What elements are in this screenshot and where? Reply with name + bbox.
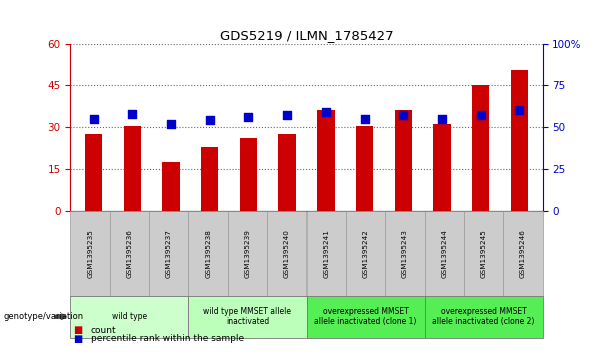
Point [282,113,292,118]
Text: GSM1395245: GSM1395245 [481,229,487,278]
Bar [124,126,141,211]
Text: GSM1395236: GSM1395236 [126,229,132,278]
Point [398,113,408,118]
Title: GDS5219 / ILMN_1785427: GDS5219 / ILMN_1785427 [219,29,394,42]
Text: ■: ■ [74,334,83,344]
Text: GSM1395239: GSM1395239 [245,229,251,278]
Text: GSM1395238: GSM1395238 [205,229,211,278]
Bar [278,134,296,211]
Text: GSM1395244: GSM1395244 [441,229,447,278]
Text: overexpressed MMSET
allele inactivated (clone 2): overexpressed MMSET allele inactivated (… [432,307,535,326]
Bar [356,126,373,211]
Point [321,109,331,115]
Text: GSM1395240: GSM1395240 [284,229,290,278]
Text: GSM1395241: GSM1395241 [323,229,329,278]
Text: GSM1395237: GSM1395237 [166,229,172,278]
Text: overexpressed MMSET
allele inactivated (clone 1): overexpressed MMSET allele inactivated (… [314,307,417,326]
Point [166,121,176,127]
Text: wild type: wild type [112,312,147,321]
Point [243,114,253,120]
Bar [511,70,528,211]
Point [476,113,485,118]
Bar [85,134,102,211]
Bar [162,162,180,211]
Bar [433,124,451,211]
Point [437,116,447,122]
Text: GSM1395242: GSM1395242 [362,229,368,278]
Point [89,116,99,122]
Text: percentile rank within the sample: percentile rank within the sample [91,334,244,343]
Bar [472,85,489,211]
Text: wild type MMSET allele
inactivated: wild type MMSET allele inactivated [204,307,292,326]
Text: count: count [91,326,116,335]
Point [360,116,370,122]
Text: GSM1395243: GSM1395243 [402,229,408,278]
Point [128,111,137,117]
Text: ■: ■ [74,325,83,335]
Text: genotype/variation: genotype/variation [3,312,83,321]
Bar [240,138,257,211]
Bar [317,110,335,211]
Bar [395,110,412,211]
Point [514,107,524,113]
Text: GSM1395246: GSM1395246 [520,229,526,278]
Bar [201,147,218,211]
Point [205,118,215,123]
Text: GSM1395235: GSM1395235 [87,229,93,278]
